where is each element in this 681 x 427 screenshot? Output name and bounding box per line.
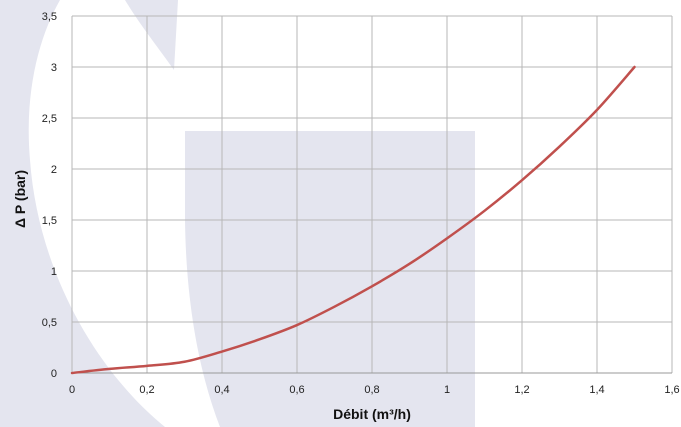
x-tick-label: 0,6 <box>289 384 304 396</box>
y-tick-label: 0 <box>51 368 57 380</box>
x-tick-label: 1,4 <box>589 384 604 396</box>
y-tick-label: 3 <box>51 62 57 74</box>
x-tick-label: 0 <box>69 384 75 396</box>
y-tick-label: 0,5 <box>42 317 57 329</box>
watermark-top-shape <box>125 0 178 70</box>
watermark-block-shape <box>185 131 475 427</box>
y-tick-labels: 0 0,5 1 1,5 2 2,5 3 3,5 <box>42 11 57 380</box>
x-axis-title: Débit (m³/h) <box>333 406 411 422</box>
x-tick-label: 1 <box>444 384 450 396</box>
x-tick-label: 0,4 <box>214 384 229 396</box>
y-tick-label: 3,5 <box>42 11 57 23</box>
y-tick-label: 2,5 <box>42 113 57 125</box>
grid-lines <box>71 15 673 374</box>
watermark-left-shape <box>0 0 165 427</box>
x-tick-label: 0,8 <box>364 384 379 396</box>
x-tick-labels: 0 0,2 0,4 0,6 0,8 1 1,2 1,4 1,6 <box>69 384 680 396</box>
x-tick-label: 1,2 <box>514 384 529 396</box>
y-axis-title: Δ P (bar) <box>12 170 28 228</box>
x-tick-label: 1,6 <box>664 384 679 396</box>
y-tick-label: 2 <box>51 164 57 176</box>
y-tick-label: 1 <box>51 266 57 278</box>
series-line <box>70 65 636 375</box>
watermark-logo <box>0 0 475 427</box>
x-tick-label: 0,2 <box>139 384 154 396</box>
y-tick-label: 1,5 <box>42 215 57 227</box>
